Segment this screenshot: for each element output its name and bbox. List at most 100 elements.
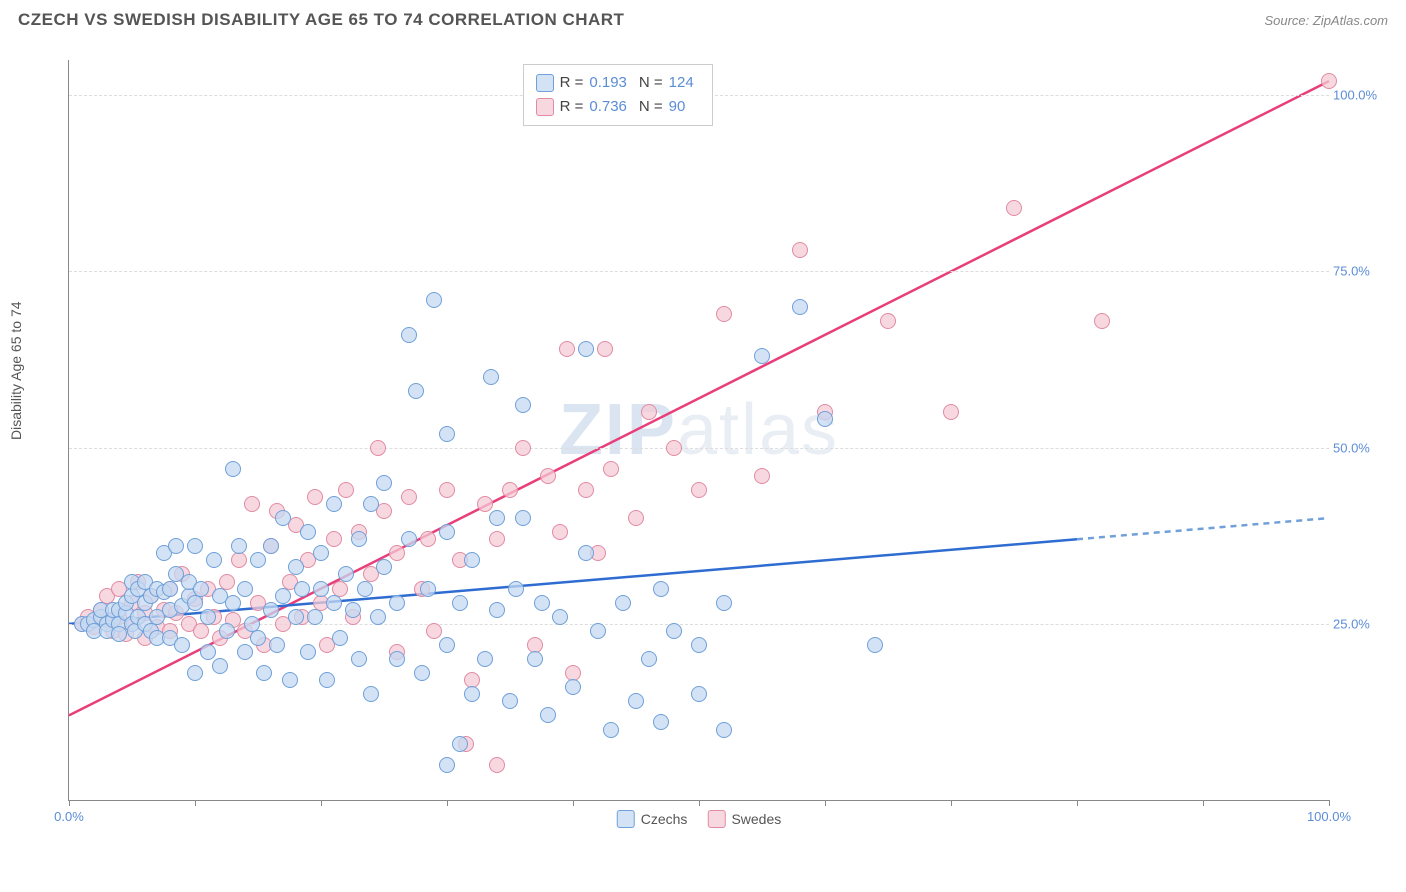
data-point-czechs [464,686,480,702]
data-point-czechs [439,637,455,653]
data-point-czechs [691,637,707,653]
correlation-chart: Disability Age 65 to 74 ZIPatlas 25.0%50… [18,40,1388,840]
data-point-czechs [691,686,707,702]
stats-row-swedes: R =0.736N =90 [536,95,700,119]
data-point-swedes [597,341,613,357]
data-point-swedes [578,482,594,498]
stat-n-label: N = [639,95,663,119]
data-point-czechs [338,566,354,582]
data-point-swedes [420,531,436,547]
data-point-czechs [641,651,657,667]
data-point-czechs [282,672,298,688]
data-point-swedes [389,545,405,561]
data-point-czechs [376,559,392,575]
data-point-czechs [515,397,531,413]
legend-swatch [536,74,554,92]
data-point-czechs [370,609,386,625]
data-point-swedes [1006,200,1022,216]
data-point-czechs [300,644,316,660]
data-point-czechs [408,383,424,399]
page-title: CZECH VS SWEDISH DISABILITY AGE 65 TO 74… [18,10,624,30]
data-point-swedes [880,313,896,329]
data-point-czechs [212,658,228,674]
legend-swatch [707,810,725,828]
y-tick-label: 100.0% [1333,88,1383,103]
data-point-czechs [187,538,203,554]
data-point-swedes [1094,313,1110,329]
data-point-swedes [666,440,682,456]
data-point-czechs [200,609,216,625]
data-point-czechs [174,637,190,653]
data-point-czechs [565,679,581,695]
data-point-swedes [426,623,442,639]
legend-swatch [536,98,554,116]
data-point-czechs [345,602,361,618]
data-point-czechs [357,581,373,597]
data-point-czechs [288,609,304,625]
y-tick-label: 25.0% [1333,616,1383,631]
data-point-czechs [666,623,682,639]
data-point-czechs [477,651,493,667]
data-point-czechs [716,595,732,611]
data-point-czechs [527,651,543,667]
data-point-czechs [389,651,405,667]
x-tick-mark [69,800,70,806]
data-point-swedes [603,461,619,477]
stat-r-value: 0.736 [589,95,627,119]
data-point-czechs [351,531,367,547]
data-point-czechs [817,411,833,427]
data-point-czechs [288,559,304,575]
data-point-czechs [426,292,442,308]
data-point-czechs [552,609,568,625]
data-point-czechs [792,299,808,315]
x-tick-label: 0.0% [54,809,84,824]
stat-n-value: 124 [669,71,694,95]
data-point-swedes [552,524,568,540]
data-point-swedes [244,496,260,512]
data-point-czechs [231,538,247,554]
data-point-czechs [578,341,594,357]
stat-r-label: R = [560,95,584,119]
x-tick-mark [1203,800,1204,806]
data-point-czechs [206,552,222,568]
data-point-swedes [477,496,493,512]
data-point-swedes [307,489,323,505]
data-point-czechs [313,581,329,597]
data-point-czechs [300,524,316,540]
data-point-czechs [237,644,253,660]
data-point-czechs [489,602,505,618]
data-point-swedes [515,440,531,456]
data-point-czechs [452,736,468,752]
source-attribution: Source: ZipAtlas.com [1264,13,1388,28]
data-point-swedes [1321,73,1337,89]
data-point-swedes [716,306,732,322]
data-point-czechs [326,496,342,512]
x-tick-mark [447,800,448,806]
data-point-czechs [237,581,253,597]
stats-legend: R =0.193N =124R =0.736N =90 [523,64,713,126]
data-point-swedes [691,482,707,498]
x-tick-label: 100.0% [1307,809,1351,824]
data-point-czechs [439,524,455,540]
data-point-czechs [351,651,367,667]
data-point-czechs [534,595,550,611]
data-point-czechs [578,545,594,561]
data-point-czechs [502,693,518,709]
x-tick-mark [699,800,700,806]
data-point-czechs [603,722,619,738]
x-tick-mark [195,800,196,806]
data-point-czechs [414,665,430,681]
data-point-czechs [653,581,669,597]
data-point-swedes [193,623,209,639]
data-point-czechs [489,510,505,526]
data-point-czechs [168,538,184,554]
data-point-swedes [559,341,575,357]
data-point-swedes [370,440,386,456]
data-point-czechs [540,707,556,723]
data-point-czechs [294,581,310,597]
data-point-czechs [225,595,241,611]
x-tick-mark [321,800,322,806]
data-point-czechs [389,595,405,611]
stats-row-czechs: R =0.193N =124 [536,71,700,95]
data-point-czechs [439,757,455,773]
